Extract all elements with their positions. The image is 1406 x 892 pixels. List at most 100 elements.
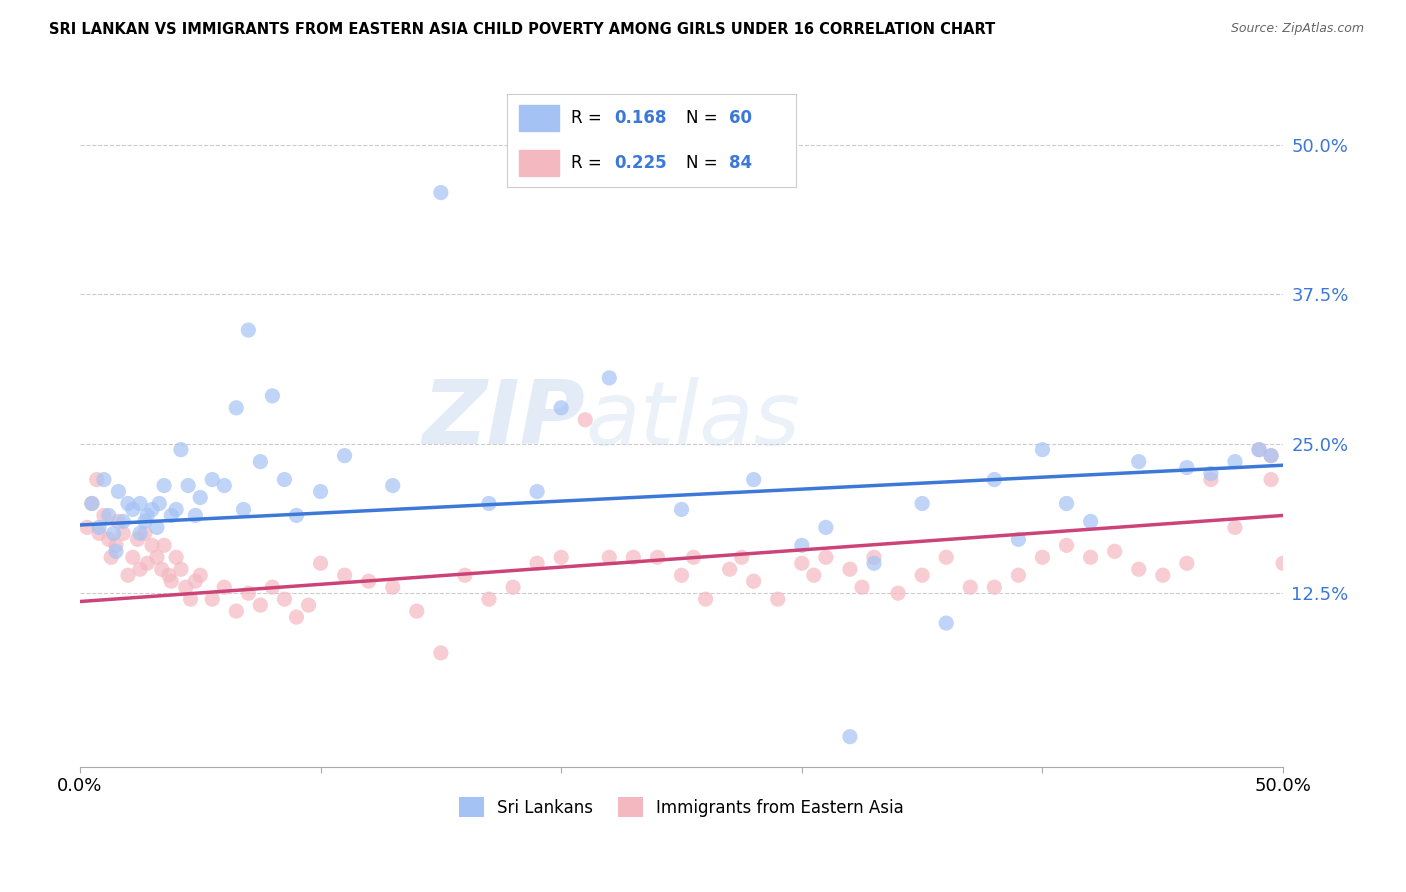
Point <box>170 562 193 576</box>
Point <box>136 508 159 523</box>
Point <box>718 562 741 576</box>
Point <box>1128 455 1150 469</box>
Point <box>647 550 669 565</box>
Point <box>598 550 620 565</box>
Point <box>430 186 453 200</box>
Point <box>104 538 127 552</box>
Point <box>1080 515 1102 529</box>
Point <box>107 515 129 529</box>
Point <box>1007 533 1029 547</box>
Text: SRI LANKAN VS IMMIGRANTS FROM EASTERN ASIA CHILD POVERTY AMONG GIRLS UNDER 16 CO: SRI LANKAN VS IMMIGRANTS FROM EASTERN AS… <box>49 22 995 37</box>
Point <box>212 580 235 594</box>
Point <box>153 538 176 552</box>
Point <box>1152 568 1174 582</box>
Point <box>134 515 156 529</box>
Point <box>502 580 524 594</box>
Point <box>1007 568 1029 582</box>
Point <box>127 533 149 547</box>
Point <box>1175 556 1198 570</box>
Point <box>526 556 548 570</box>
Point <box>357 574 380 589</box>
Point <box>1056 496 1078 510</box>
Point <box>97 508 120 523</box>
Point <box>430 646 453 660</box>
Point <box>262 389 284 403</box>
Point <box>100 550 122 565</box>
Point <box>1031 550 1053 565</box>
Point <box>86 473 108 487</box>
Point <box>1260 473 1282 487</box>
Point <box>103 526 125 541</box>
Point <box>550 550 572 565</box>
Point <box>136 556 159 570</box>
Point <box>1260 449 1282 463</box>
Point <box>1223 455 1246 469</box>
Point <box>93 473 115 487</box>
Point <box>141 502 163 516</box>
Point <box>146 550 169 565</box>
Text: Source: ZipAtlas.com: Source: ZipAtlas.com <box>1230 22 1364 36</box>
Point <box>1247 442 1270 457</box>
Point <box>184 508 207 523</box>
Point <box>285 610 308 624</box>
Point <box>285 508 308 523</box>
Point <box>238 323 260 337</box>
Point <box>148 496 170 510</box>
Text: atlas: atlas <box>585 376 800 463</box>
Point <box>160 574 183 589</box>
Point <box>814 520 837 534</box>
Point <box>983 580 1005 594</box>
Point <box>478 496 501 510</box>
Point <box>454 568 477 582</box>
Point <box>117 496 139 510</box>
Point <box>911 568 934 582</box>
Point <box>134 526 156 541</box>
Point <box>381 478 404 492</box>
Point <box>550 401 572 415</box>
Point <box>1199 473 1222 487</box>
Point <box>671 502 693 516</box>
Point <box>478 592 501 607</box>
Point <box>129 496 152 510</box>
Point <box>160 508 183 523</box>
Point <box>129 562 152 576</box>
Point <box>180 592 202 607</box>
Point <box>129 526 152 541</box>
Point <box>959 580 981 594</box>
Point <box>863 550 886 565</box>
Point <box>730 550 752 565</box>
Point <box>682 550 704 565</box>
Point <box>839 562 862 576</box>
Point <box>188 491 211 505</box>
Point <box>188 568 211 582</box>
Point <box>1104 544 1126 558</box>
Point <box>157 568 180 582</box>
Point <box>153 478 176 492</box>
Text: ZIP: ZIP <box>422 376 585 463</box>
Point <box>87 520 110 534</box>
Point <box>598 371 620 385</box>
Point <box>112 515 135 529</box>
Point <box>405 604 427 618</box>
Point <box>238 586 260 600</box>
Point <box>887 586 910 600</box>
Point <box>839 730 862 744</box>
Point <box>184 574 207 589</box>
Point <box>177 478 200 492</box>
Point <box>1031 442 1053 457</box>
Point <box>911 496 934 510</box>
Point <box>863 556 886 570</box>
Point <box>150 562 173 576</box>
Point <box>112 526 135 541</box>
Point <box>174 580 197 594</box>
Point <box>80 496 103 510</box>
Point <box>935 616 957 631</box>
Point <box>1247 442 1270 457</box>
Point <box>146 520 169 534</box>
Point <box>97 533 120 547</box>
Point <box>225 401 247 415</box>
Point <box>165 550 187 565</box>
Point <box>1223 520 1246 534</box>
Point <box>333 449 356 463</box>
Point <box>790 538 813 552</box>
